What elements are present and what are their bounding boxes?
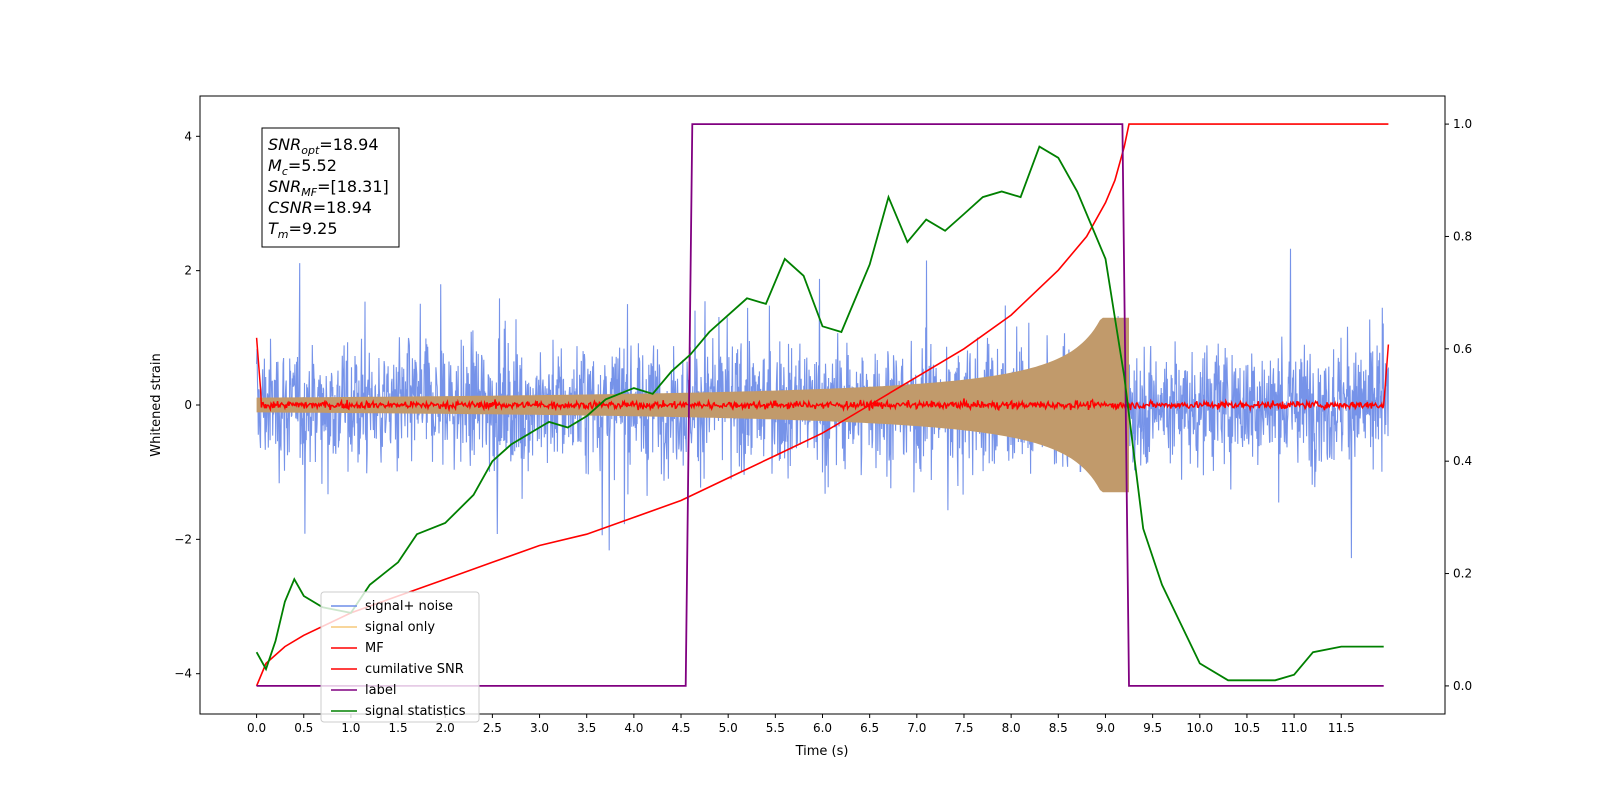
y-right-tick-label: 0.8 bbox=[1453, 229, 1472, 243]
y-axis-label: Whitened strain bbox=[149, 353, 164, 456]
x-tick-label: 9.5 bbox=[1143, 721, 1162, 735]
y-right-tick-label: 0.6 bbox=[1453, 342, 1472, 356]
series-label-line bbox=[256, 123, 1384, 687]
y-right-tick-label: 0.0 bbox=[1453, 679, 1472, 693]
info-line: SNRopt=18.94 bbox=[268, 135, 379, 157]
series-signal-noise-line bbox=[256, 248, 1389, 559]
x-tick-label: 5.5 bbox=[766, 721, 785, 735]
info-line: Mc=5.52 bbox=[268, 156, 337, 178]
y-left-tick-label: −2 bbox=[174, 532, 192, 546]
x-tick-label: 1.5 bbox=[389, 721, 408, 735]
x-tick-label: 8.0 bbox=[1002, 721, 1021, 735]
series-mf-line bbox=[255, 337, 1390, 413]
x-tick-label: 7.0 bbox=[907, 721, 926, 735]
legend-label: cumilative SNR bbox=[365, 662, 464, 677]
x-tick-label: 10.5 bbox=[1234, 721, 1261, 735]
x-tick-label: 5.0 bbox=[719, 721, 738, 735]
y-left-tick-label: 4 bbox=[184, 129, 192, 143]
y-right-tick-label: 1.0 bbox=[1453, 117, 1472, 131]
info-box-frame bbox=[261, 127, 400, 248]
x-tick-label: 3.5 bbox=[577, 721, 596, 735]
x-tick-label: 7.5 bbox=[954, 721, 973, 735]
x-tick-label: 6.0 bbox=[813, 721, 832, 735]
x-tick-label: 6.5 bbox=[860, 721, 879, 735]
x-tick-label: 10.0 bbox=[1186, 721, 1213, 735]
x-tick-label: 4.0 bbox=[624, 721, 643, 735]
legend-label: label bbox=[365, 683, 396, 698]
y-right-tick-label: 0.4 bbox=[1453, 454, 1472, 468]
y-left-tick-label: 2 bbox=[184, 264, 192, 278]
legend-frame bbox=[320, 591, 480, 723]
legend-label: signal statistics bbox=[365, 704, 466, 719]
info-line: CSNR=18.94 bbox=[268, 198, 372, 217]
x-tick-label: 0.5 bbox=[294, 721, 313, 735]
x-tick-label: 2.0 bbox=[436, 721, 455, 735]
info-line: Tm=9.25 bbox=[268, 219, 338, 241]
x-axis: 0.0 0.5 1.0 1.5 2.0 2.5 3.0 3.5 4.0 4.5 5.0 5.5 6.0 6… bbox=[247, 714, 1355, 735]
y-left-tick-label: 0 bbox=[184, 398, 192, 412]
y-left-tick-label: −4 bbox=[174, 667, 192, 681]
legend-label: signal+ noise bbox=[365, 599, 453, 614]
x-tick-label: 11.0 bbox=[1281, 721, 1308, 735]
x-tick-label: 9.0 bbox=[1096, 721, 1115, 735]
series-signal-statistics-line bbox=[255, 145, 1384, 682]
info-line: SNRMF=[18.31] bbox=[268, 177, 389, 199]
x-tick-label: 11.5 bbox=[1328, 721, 1355, 735]
x-tick-label: 4.5 bbox=[671, 721, 690, 735]
x-tick-label: 1.0 bbox=[341, 721, 360, 735]
x-tick-label: 0.0 bbox=[247, 721, 266, 735]
y-axis-right: 0.0 0.2 0.4 0.6 0.8 1.0 bbox=[1445, 117, 1472, 693]
x-axis-label: Time (s) bbox=[795, 744, 849, 759]
legend-label: signal only bbox=[365, 620, 435, 635]
y-axis-left: −4 −2 0 2 4 bbox=[174, 129, 200, 681]
info-box: SNRopt=18.94Mc=5.52SNRMF=[18.31]CSNR=18.… bbox=[261, 127, 400, 248]
x-tick-label: 3.0 bbox=[530, 721, 549, 735]
x-tick-label: 2.5 bbox=[483, 721, 502, 735]
legend: signal+ noise signal only MF cumilative SNR… bbox=[320, 591, 480, 723]
legend-label: MF bbox=[365, 641, 384, 656]
x-tick-label: 8.5 bbox=[1049, 721, 1068, 735]
y-right-tick-label: 0.2 bbox=[1453, 567, 1472, 581]
